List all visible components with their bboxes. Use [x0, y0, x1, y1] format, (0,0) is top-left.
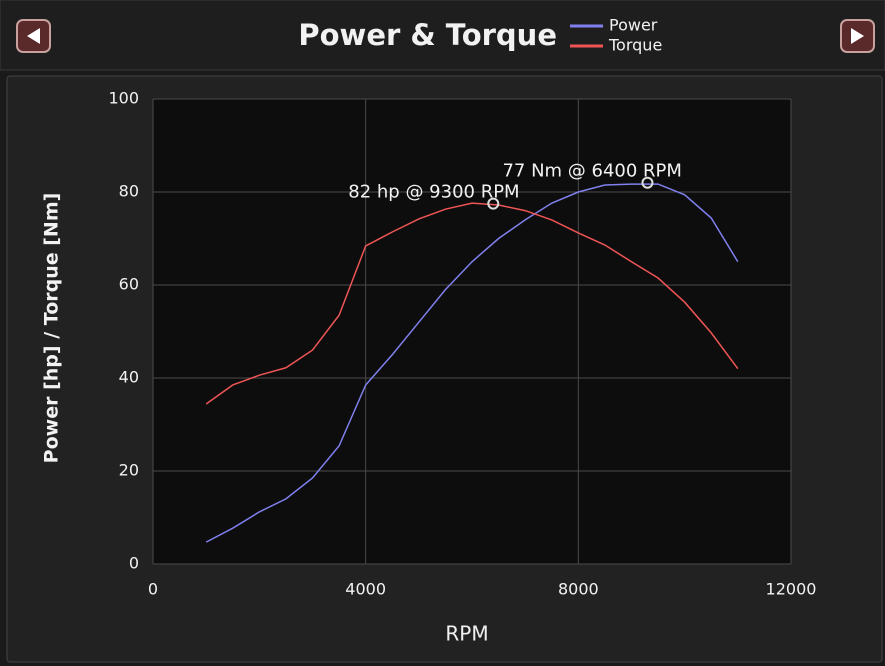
- y-axis-label: Power [hp] / Torque [Nm]: [41, 193, 63, 464]
- x-tick-label: 8000: [558, 580, 599, 599]
- plot-area: [153, 99, 791, 564]
- annotation-label: 82 hp @ 9300 RPM: [348, 182, 519, 203]
- y-tick-label: 20: [119, 461, 139, 480]
- prev-button[interactable]: [16, 19, 51, 53]
- annotation-marker: [641, 176, 654, 189]
- chart-title: Power & Torque: [298, 18, 557, 52]
- y-tick-label: 0: [129, 554, 139, 573]
- annotation-marker: [487, 197, 500, 210]
- y-tick-label: 60: [119, 275, 139, 294]
- y-tick-label: 80: [119, 182, 139, 201]
- y-tick-label: 40: [119, 368, 139, 387]
- next-button[interactable]: [840, 19, 875, 53]
- y-tick-label: 100: [108, 89, 139, 108]
- x-tick-label: 0: [148, 580, 158, 599]
- x-tick-label: 12000: [766, 580, 817, 599]
- series-line: [205, 202, 739, 405]
- series-line: [205, 183, 739, 543]
- x-tick-label: 4000: [345, 580, 386, 599]
- legend-label: Torque: [608, 36, 662, 55]
- header-bar: [0, 0, 885, 71]
- legend-label: Power: [609, 16, 658, 35]
- x-axis-label: RPM: [445, 622, 488, 646]
- annotation-label: 77 Nm @ 6400 RPM: [502, 161, 682, 182]
